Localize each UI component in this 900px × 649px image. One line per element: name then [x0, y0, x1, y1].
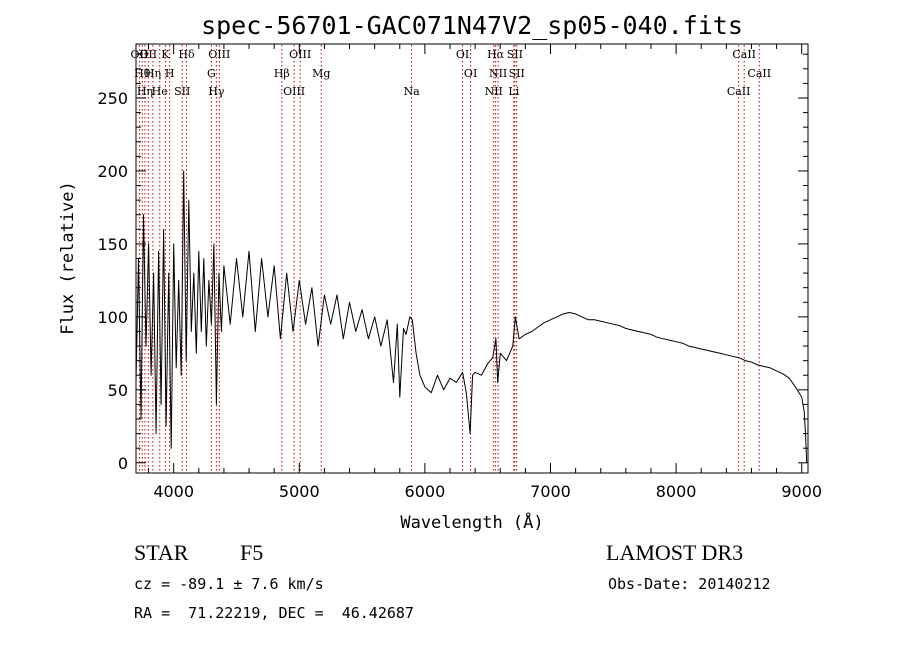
y-tick-label: 0: [118, 454, 128, 473]
x-tick-label: 7000: [530, 482, 571, 501]
line-label: CaII: [747, 67, 771, 80]
line-label: Na: [403, 85, 420, 98]
x-tick-label: 6000: [405, 482, 446, 501]
line-label: OIII: [208, 48, 230, 61]
line-label: K: [161, 48, 170, 61]
line-label: Hη: [137, 85, 153, 98]
line-label: G: [207, 67, 216, 80]
y-tick-label: 50: [108, 381, 128, 400]
x-tick-label: 5000: [279, 482, 320, 501]
obs-date: Obs-Date: 20140212: [608, 575, 771, 593]
line-label: NII: [489, 67, 507, 80]
line-label: Hγ: [208, 85, 225, 98]
line-label: Li: [508, 85, 519, 98]
line-label: SII: [507, 48, 523, 61]
line-label: He: [152, 85, 168, 98]
spectrum-series: [135, 170, 808, 463]
line-label: OII: [139, 48, 157, 61]
object-class: STAR: [134, 540, 189, 565]
survey-name: LAMOST DR3: [606, 540, 744, 565]
line-label: Hα: [487, 48, 505, 61]
line-label: OI: [456, 48, 469, 61]
line-label: CaII: [727, 85, 751, 98]
line-label: OI: [464, 67, 477, 80]
line-label: Hη: [145, 67, 161, 80]
y-tick-label: 250: [97, 89, 128, 108]
line-label: SII: [174, 85, 190, 98]
x-tick-label: 4000: [153, 482, 194, 501]
y-tick-label: 150: [97, 235, 128, 254]
line-label: Hβ: [274, 67, 290, 80]
line-label: OIII: [289, 48, 311, 61]
line-label: Mg: [312, 67, 330, 80]
line-label: NII: [485, 85, 503, 98]
line-label: OII: [131, 48, 149, 61]
line-label: Hθ: [134, 67, 151, 80]
x-axis-label: Wavelength (Å): [400, 511, 543, 533]
redshift-cz: cz = -89.1 ± 7.6 km/s: [134, 575, 324, 593]
line-label: H: [165, 67, 175, 80]
line-label: OIII: [283, 85, 305, 98]
y-axis-label: Flux (relative): [58, 181, 78, 335]
line-label: Hδ: [178, 48, 195, 61]
object-subclass: F5: [240, 540, 264, 565]
x-tick-label: 8000: [656, 482, 697, 501]
line-label: SII: [509, 67, 525, 80]
line-label: CaII: [732, 48, 756, 61]
y-tick-label: 200: [97, 162, 128, 181]
y-tick-label: 100: [97, 308, 128, 327]
coordinates: RA = 71.22219, DEC = 46.42687: [134, 604, 414, 622]
x-tick-label: 9000: [781, 482, 822, 501]
chart-title: spec-56701-GAC071N47V2_sp05-040.fits: [201, 11, 743, 40]
